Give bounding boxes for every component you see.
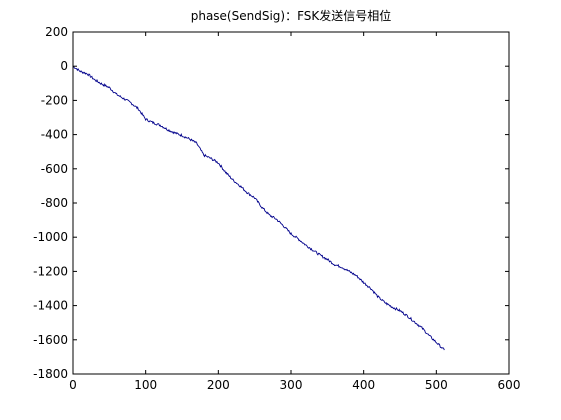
y-tick-label: -200 <box>41 93 68 107</box>
series-line <box>72 65 445 351</box>
x-tick-label: 200 <box>207 378 230 392</box>
plot-area <box>73 32 509 374</box>
chart-title: phase(SendSig)：FSK发送信号相位 <box>191 8 392 23</box>
series-layer <box>72 65 445 351</box>
y-tick-label: -800 <box>41 196 68 210</box>
axes-box <box>72 31 510 375</box>
y-tick-label: -1600 <box>33 333 68 347</box>
y-tick-label: 200 <box>45 25 68 39</box>
x-tick-label: 600 <box>498 378 521 392</box>
y-tick-label: -1400 <box>33 299 68 313</box>
tick-layer: 0 100 200 300 400 500 600 200 0 -200 -400 -600 -800 -… <box>33 25 520 392</box>
x-tick-label: 0 <box>69 378 77 392</box>
y-tick-label: 0 <box>60 59 68 73</box>
x-tick-label: 300 <box>280 378 303 392</box>
y-tick-label: -600 <box>41 162 68 176</box>
x-tick-label: 500 <box>425 378 448 392</box>
y-tick-label: -400 <box>41 128 68 142</box>
y-tick-label: -1000 <box>33 230 68 244</box>
x-tick-label: 400 <box>352 378 375 392</box>
x-tick-label: 100 <box>134 378 157 392</box>
y-tick-label: -1200 <box>33 264 68 278</box>
y-tick-label: -1800 <box>33 367 68 381</box>
